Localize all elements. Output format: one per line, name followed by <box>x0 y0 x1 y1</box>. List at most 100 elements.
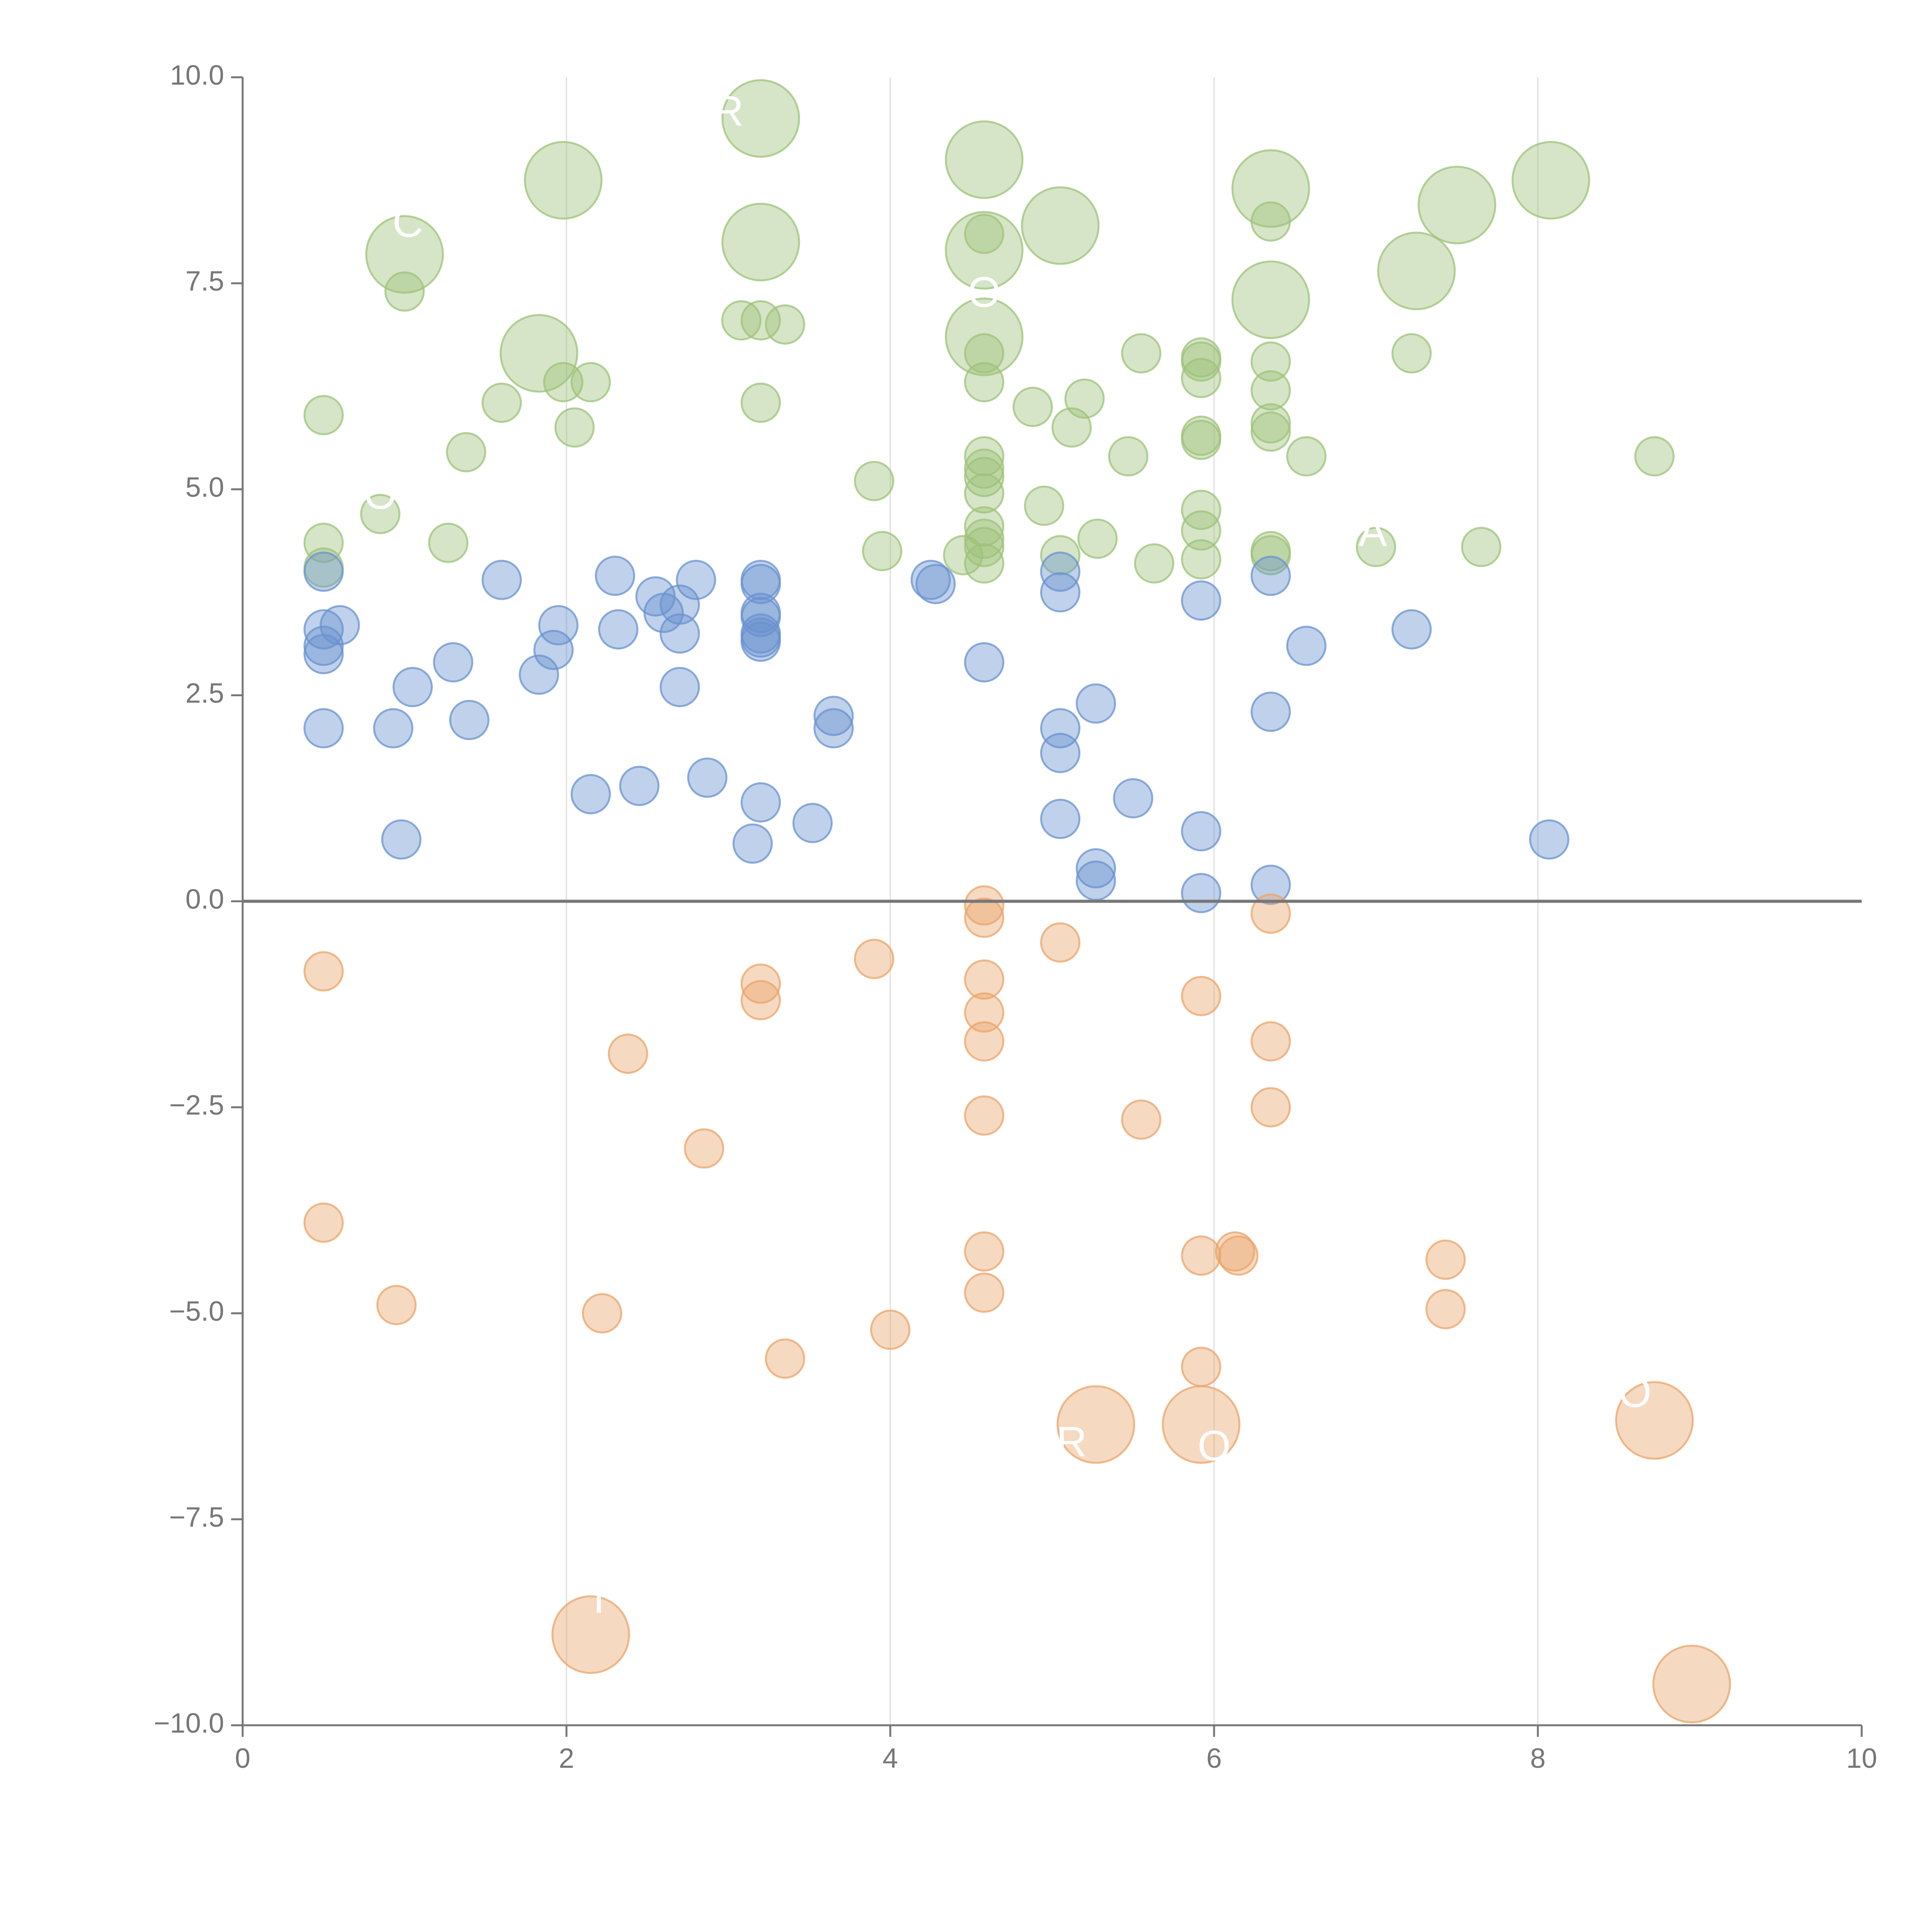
data-point <box>684 1128 724 1169</box>
data-point <box>570 362 611 403</box>
data-point <box>964 473 1005 514</box>
y-tick-label: −5.0 <box>169 1296 224 1327</box>
data-point <box>303 395 344 435</box>
data-point <box>1231 149 1310 228</box>
data-point <box>1040 572 1081 612</box>
data-point <box>660 584 700 625</box>
data-point <box>964 448 1005 489</box>
data-point <box>376 1285 417 1325</box>
data-point <box>303 609 344 650</box>
data-point <box>1634 436 1675 477</box>
data-point <box>1162 1385 1241 1464</box>
data-point <box>1250 535 1291 575</box>
data-point <box>854 461 895 502</box>
data-point <box>1181 1347 1221 1387</box>
data-point <box>1076 683 1116 724</box>
data-point <box>964 457 1005 497</box>
data-point <box>964 992 1005 1033</box>
data-point <box>1391 609 1432 650</box>
data-point <box>1181 580 1221 621</box>
data-point <box>1250 1021 1291 1062</box>
data-point <box>1056 1385 1135 1464</box>
data-point <box>392 667 433 707</box>
data-point <box>1461 527 1502 567</box>
data-point <box>964 1021 1005 1062</box>
data-point <box>687 757 728 798</box>
data-point <box>964 543 1005 584</box>
data-point <box>582 1293 622 1333</box>
data-point <box>1377 231 1456 310</box>
data-point <box>554 407 595 448</box>
data-point <box>964 519 1005 559</box>
bubble-label: I <box>593 1575 605 1622</box>
data-point <box>303 1202 344 1243</box>
data-point <box>964 1095 1005 1136</box>
data-point <box>1286 626 1327 666</box>
data-point <box>1286 436 1327 477</box>
data-point <box>813 708 854 748</box>
data-point <box>862 531 903 571</box>
y-tick-label: −10.0 <box>154 1708 224 1739</box>
data-point <box>1250 893 1291 934</box>
data-point <box>792 803 833 844</box>
data-point <box>740 564 781 604</box>
data-point <box>964 898 1005 938</box>
data-point <box>1425 1240 1466 1280</box>
data-point <box>740 621 781 662</box>
data-point <box>1355 527 1396 567</box>
data-point <box>543 362 583 403</box>
data-point <box>854 939 895 979</box>
data-point <box>1529 819 1570 860</box>
x-tick-label: 4 <box>883 1743 898 1774</box>
data-point <box>1218 1235 1259 1276</box>
data-point <box>1121 1099 1162 1140</box>
y-tick-label: −7.5 <box>169 1502 224 1533</box>
data-point <box>1040 551 1081 592</box>
bubble-label: O <box>1197 1422 1231 1470</box>
data-point <box>1012 386 1053 427</box>
data-point <box>1181 420 1221 460</box>
data-point <box>373 708 413 748</box>
data-point <box>1250 691 1291 732</box>
data-point <box>303 626 344 666</box>
y-tick-label: 10.0 <box>170 60 224 91</box>
data-point <box>608 1033 648 1074</box>
data-point <box>481 383 522 423</box>
x-tick-label: 8 <box>1530 1743 1546 1774</box>
data-point <box>765 1338 805 1379</box>
data-point <box>1181 873 1221 913</box>
data-point <box>870 1310 911 1350</box>
data-point <box>964 436 1005 477</box>
data-point <box>732 823 773 864</box>
data-point <box>533 629 574 670</box>
data-point <box>1250 201 1291 242</box>
data-point <box>303 551 344 592</box>
data-point <box>1134 543 1175 584</box>
data-point <box>964 506 1005 547</box>
data-point <box>303 522 344 563</box>
data-point <box>964 1231 1005 1272</box>
bubble-label: C <box>393 199 423 246</box>
data-point <box>1250 864 1291 905</box>
data-point <box>1391 333 1432 374</box>
data-point <box>570 774 611 815</box>
data-point <box>551 1595 630 1674</box>
data-point <box>1615 1381 1694 1460</box>
bubble-labels: R C O O A R O O I <box>364 87 1651 1622</box>
data-point <box>1108 436 1149 477</box>
data-point <box>1181 510 1221 551</box>
data-point <box>1250 403 1291 444</box>
y-tick-label: 2.5 <box>185 678 224 709</box>
data-point <box>740 782 781 823</box>
data-point <box>1250 556 1291 596</box>
axes: 10.0 7.5 5.0 2.5 0.0 −2.5 −5.0 −7.5 −10.0 0 2 4 6 8 10 <box>154 60 1877 1774</box>
data-point <box>943 535 983 575</box>
data-point <box>1121 333 1162 374</box>
data-point <box>676 560 716 600</box>
data-point <box>1040 708 1081 748</box>
data-point <box>1250 341 1291 382</box>
data-point <box>1181 811 1221 852</box>
data-point <box>964 214 1005 254</box>
data-point <box>1181 490 1221 530</box>
data-point <box>964 642 1005 683</box>
